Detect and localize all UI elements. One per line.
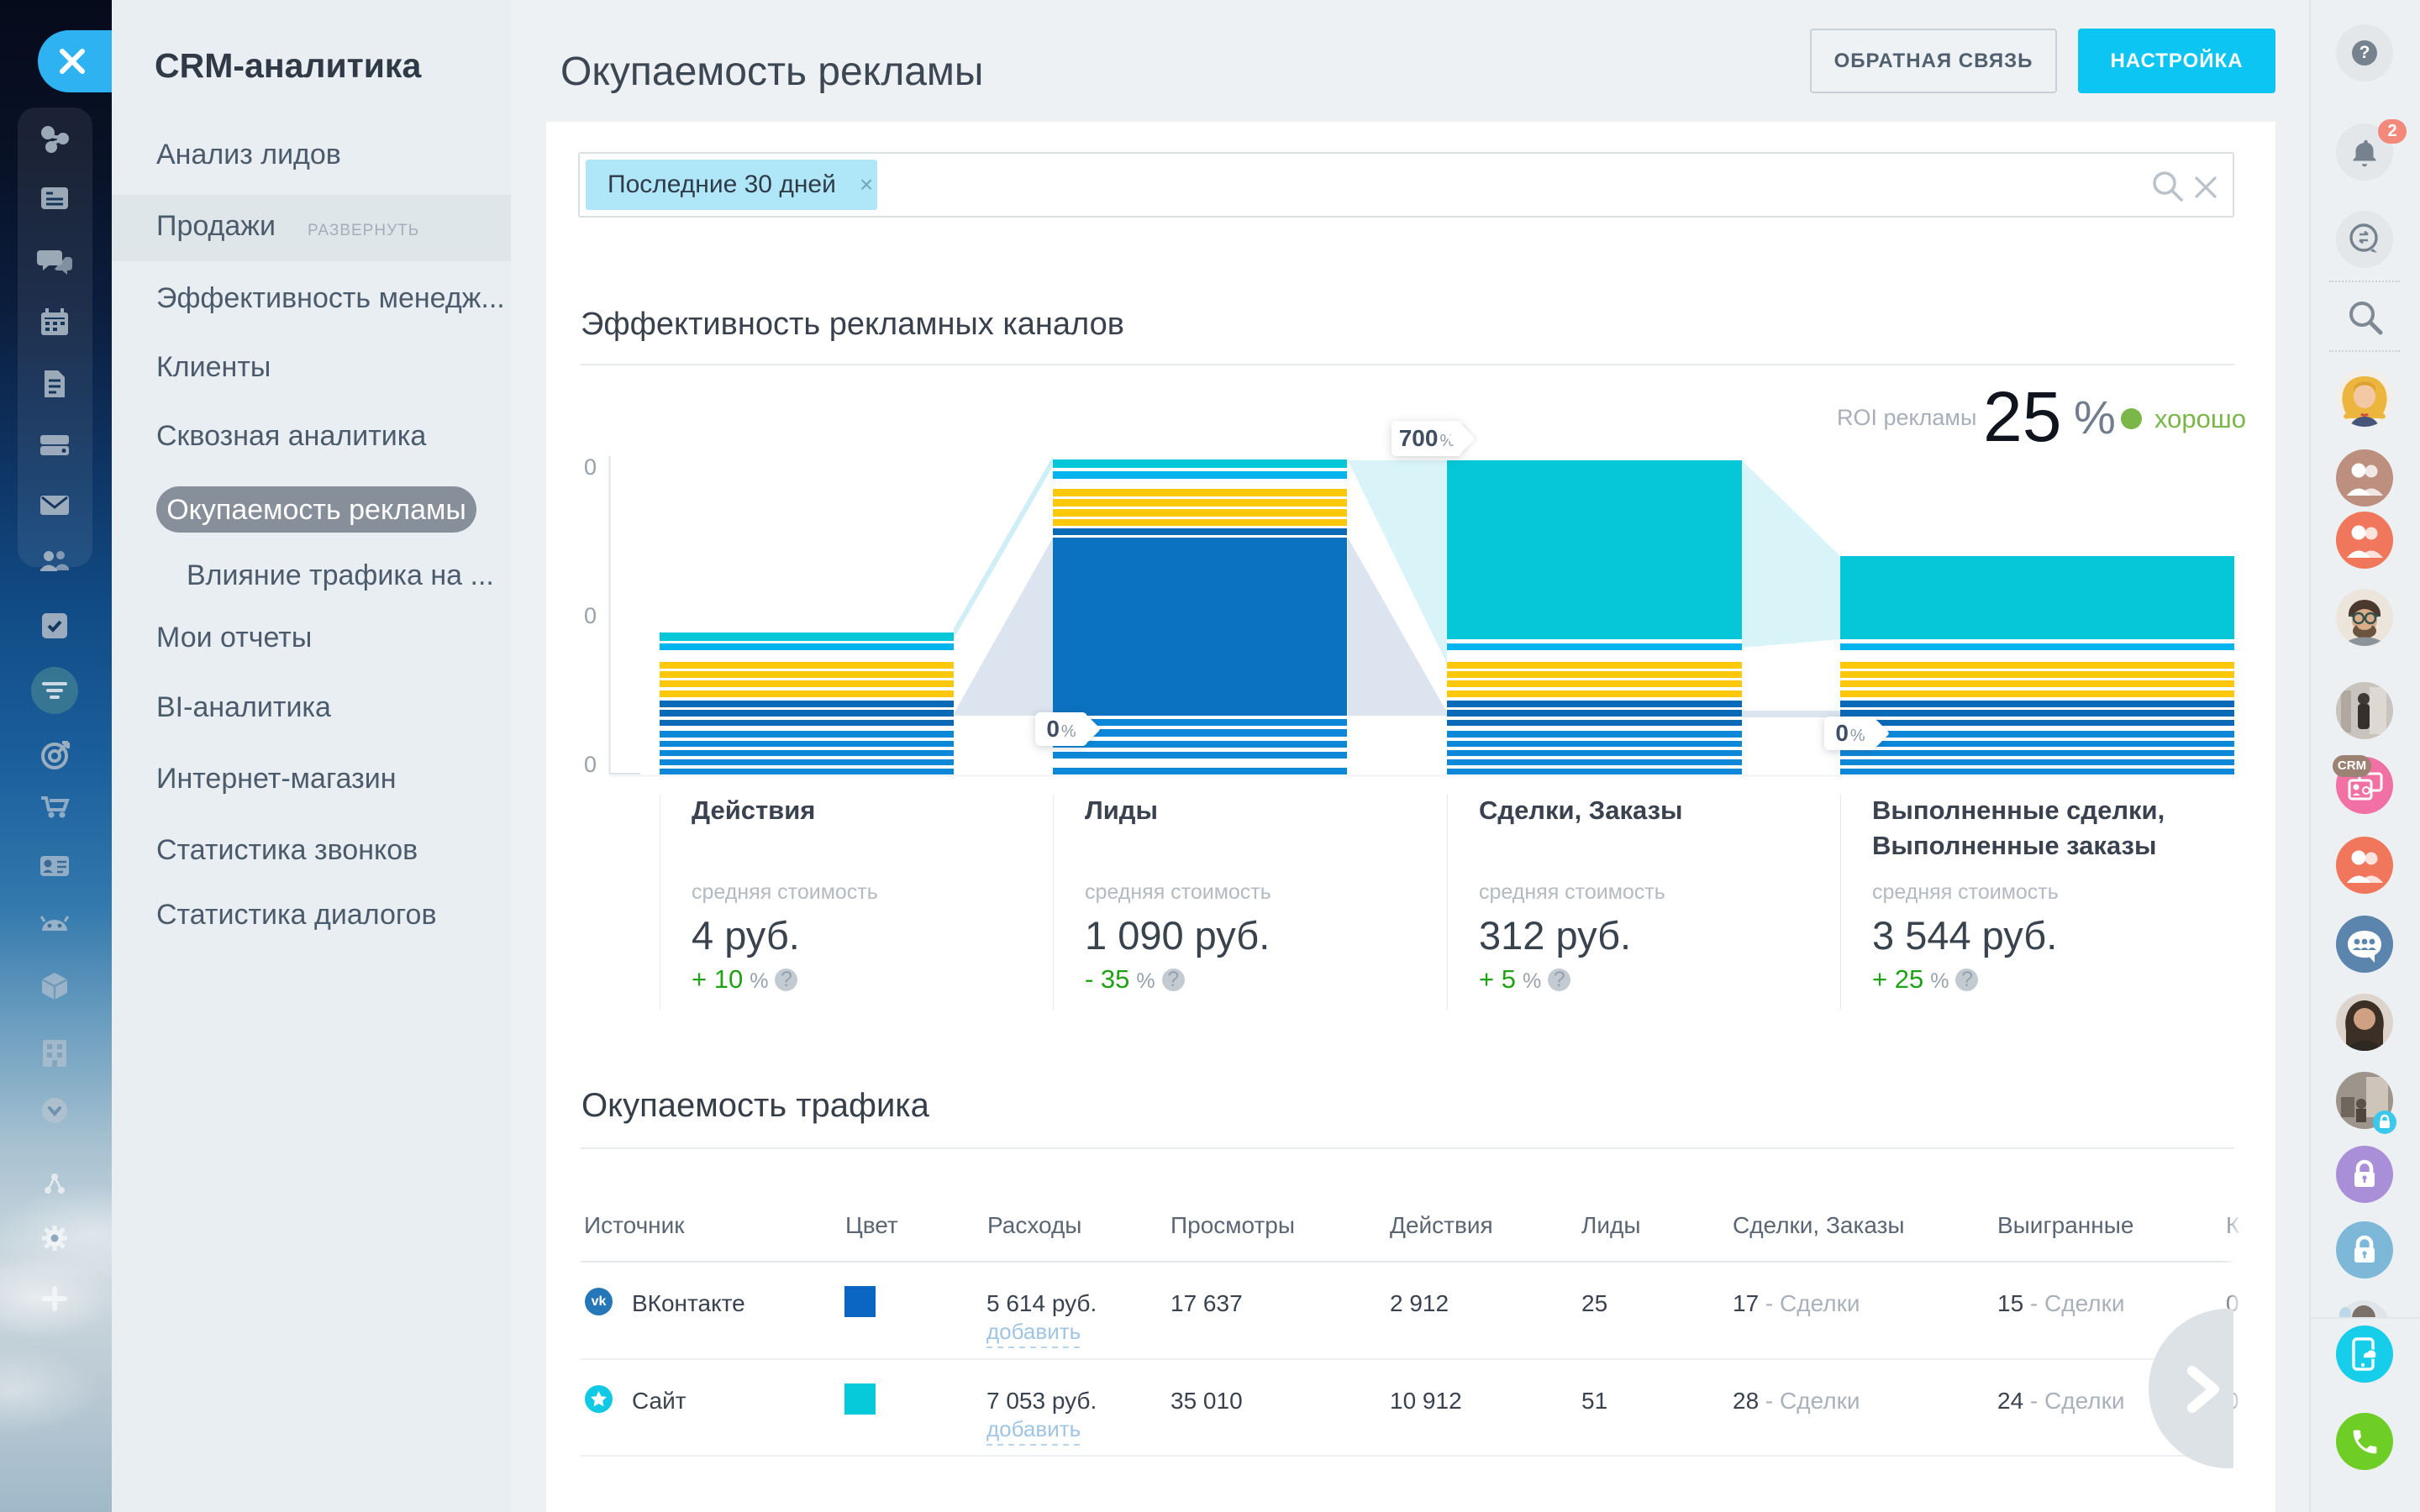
svg-text:0: 0 [584,603,597,628]
svg-text:0: 0 [584,454,597,480]
svg-text:0: 0 [584,752,597,777]
